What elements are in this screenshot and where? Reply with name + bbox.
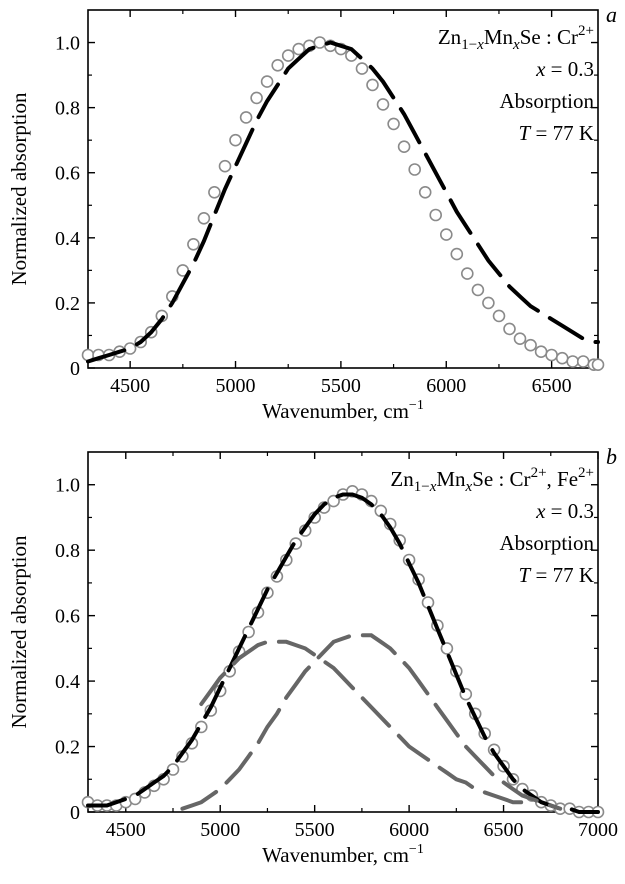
- data-point: [197, 212, 211, 225]
- fit-line: [180, 633, 563, 811]
- y-tick-label: 0.6: [55, 163, 80, 185]
- data-point: [460, 267, 474, 280]
- x-tick-label: 6000: [426, 375, 466, 397]
- y-tick-label: 1.0: [55, 475, 80, 497]
- x-tick-label: 4500: [110, 375, 150, 397]
- y-tick-label: 0.6: [55, 606, 80, 628]
- data-point: [271, 59, 285, 72]
- y-tick-label: 1.0: [55, 33, 80, 55]
- x-tick-label: 6000: [389, 819, 429, 841]
- annotation-compound: Zn1−xMnxSe : Cr2+: [438, 23, 594, 53]
- data-point: [239, 111, 253, 124]
- data-point: [418, 186, 432, 199]
- data-point: [313, 36, 327, 49]
- data-point: [429, 208, 443, 222]
- data-point: [534, 345, 548, 359]
- data-point: [327, 494, 340, 508]
- data-point: [450, 247, 464, 261]
- data-point: [397, 140, 411, 153]
- series-3: [180, 633, 563, 811]
- y-tick-label: 0.2: [55, 737, 80, 759]
- data-point: [440, 642, 454, 655]
- data-point: [128, 792, 142, 806]
- series-1: [86, 40, 600, 364]
- data-point: [281, 49, 295, 62]
- data-point: [229, 133, 242, 147]
- x-tick-label: 6500: [532, 375, 572, 397]
- data-point: [355, 62, 369, 75]
- fit-line: [86, 40, 600, 364]
- annotation-method: Absorption: [500, 531, 595, 555]
- annotation-method: Absorption: [500, 89, 595, 113]
- y-tick-label: 0.4: [55, 671, 80, 693]
- series-0: [81, 36, 605, 372]
- annotation-compound: Zn1−xMnxSe : Cr2+, Fe2+: [390, 465, 594, 495]
- x-tick-label: 4500: [106, 819, 146, 841]
- x-tick-label: 5500: [295, 819, 335, 841]
- data-point: [524, 338, 537, 352]
- y-tick-label: 0: [70, 802, 80, 824]
- data-point: [376, 98, 390, 111]
- data-point: [187, 238, 200, 251]
- y-axis-label: Normalized absorption: [7, 535, 31, 729]
- series-2: [199, 639, 525, 805]
- data-point: [513, 332, 527, 346]
- plot-frame: [87, 9, 599, 369]
- annotation-temperature: T = 77 K: [519, 563, 594, 587]
- fit-line: [86, 492, 600, 814]
- y-tick-label: 0.8: [55, 98, 80, 120]
- y-tick-label: 0.4: [55, 228, 80, 250]
- x-tick-label: 5000: [200, 819, 240, 841]
- x-tick-label: 7000: [578, 819, 618, 841]
- annotation-composition: x = 0.3: [535, 499, 594, 523]
- y-tick-label: 0.2: [55, 293, 80, 315]
- data-point: [503, 322, 516, 336]
- x-tick-label: 5500: [321, 375, 361, 397]
- data-point: [555, 351, 569, 365]
- data-point: [208, 186, 221, 199]
- data-point: [492, 309, 506, 323]
- y-tick-label: 0.8: [55, 540, 80, 562]
- y-axis-label: Normalized absorption: [7, 92, 31, 286]
- data-point: [439, 228, 453, 241]
- x-axis-label: Wavenumber, cm−1: [262, 842, 424, 867]
- annotation-temperature: T = 77 K: [519, 121, 594, 145]
- data-point: [218, 159, 232, 173]
- x-axis-label: Wavenumber, cm−1: [262, 398, 424, 423]
- annotation-composition: x = 0.3: [535, 57, 594, 81]
- x-tick-label: 6500: [484, 819, 524, 841]
- panel-label: a: [606, 2, 617, 27]
- data-point: [482, 296, 495, 310]
- data-point: [576, 355, 590, 368]
- y-tick-label: 0: [70, 358, 80, 380]
- chart-panel-a: 0 0.2 0.4 0.6 0.8 1.0 4500 5000 5500 6000 6500 Wave…: [7, 2, 617, 423]
- data-point: [471, 283, 485, 297]
- data-point: [123, 342, 137, 355]
- data-point: [250, 91, 263, 105]
- data-point: [387, 117, 400, 131]
- data-point: [366, 78, 379, 92]
- data-point: [566, 355, 580, 368]
- data-point: [591, 358, 605, 372]
- series-1: [86, 492, 600, 814]
- x-tick-label: 5000: [216, 375, 256, 397]
- data-point: [408, 163, 422, 176]
- fit-line: [199, 639, 525, 805]
- data-point: [545, 348, 558, 362]
- panel-label: b: [606, 444, 617, 469]
- data-point: [260, 75, 274, 88]
- chart-panel-b: 0 0.2 0.4 0.6 0.8 1.0 4500 5000 5500 6000 6500 7000…: [7, 444, 618, 867]
- plot-frame: [87, 451, 599, 813]
